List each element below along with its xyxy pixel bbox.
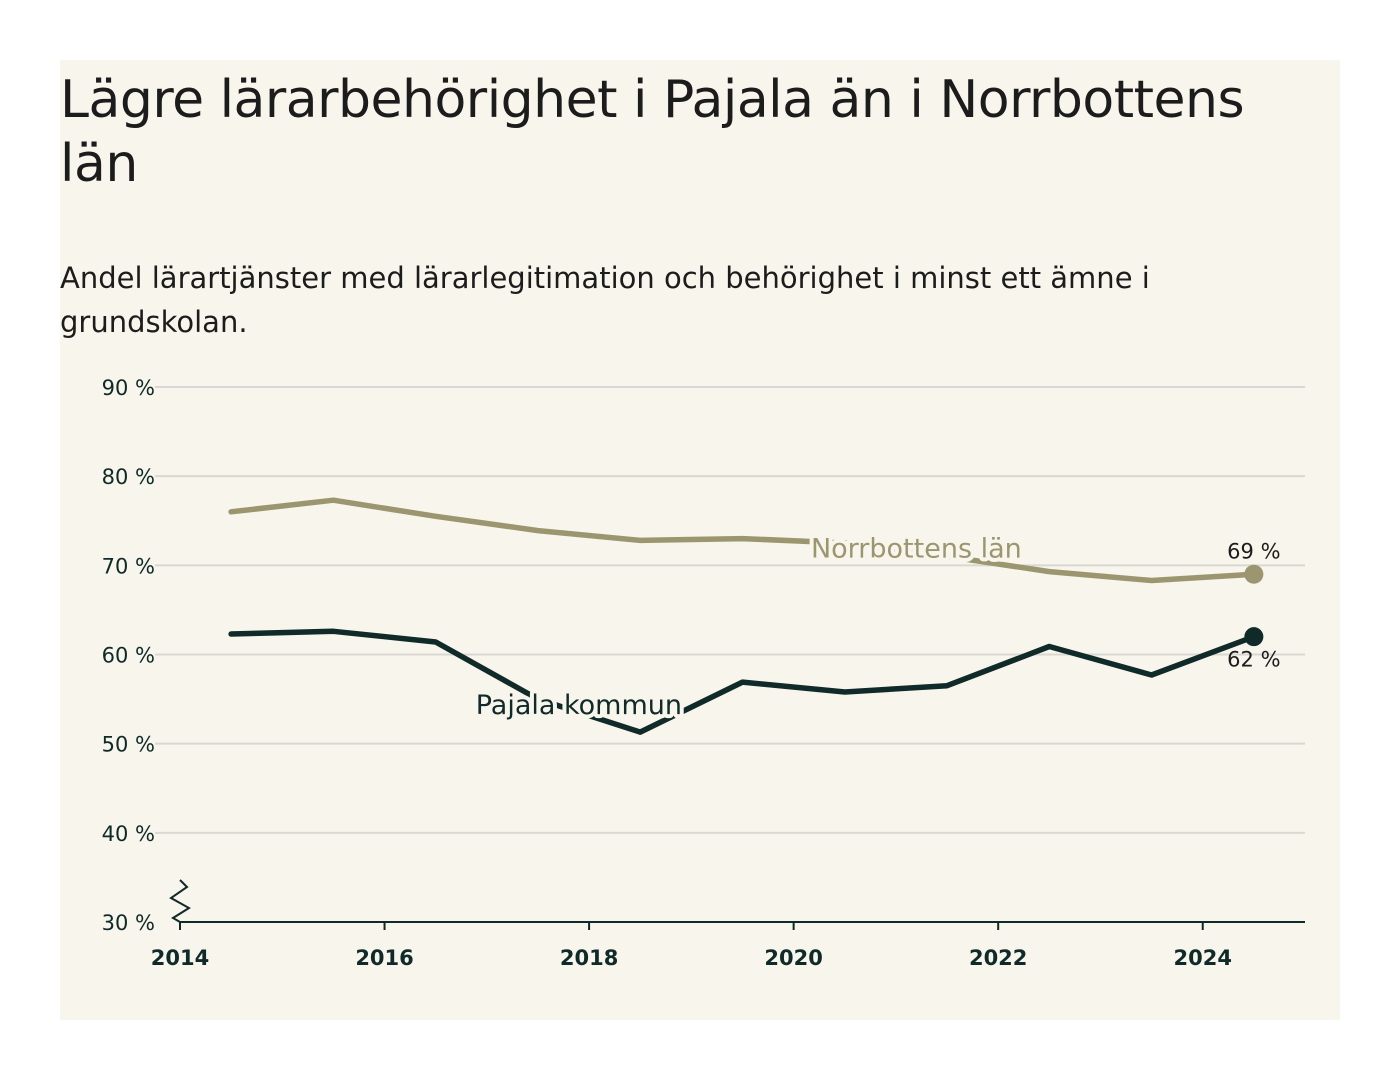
end-value-label-pajala: 62 % [1227,648,1280,672]
series-label-pajala: Pajala kommun [476,690,682,721]
y-tick-label: 80 % [102,465,155,489]
y-tick-label: 40 % [102,822,155,846]
x-tick-label: 2020 [764,946,822,970]
y-tick-label: 90 % [102,376,155,400]
line-chart: 30 % 40 % 50 % 60 % 70 % 80 % 90 % 2014 2016 2018… [102,376,1305,970]
x-tick-label: 2014 [151,946,209,970]
end-value-label-norrbotten: 69 % [1227,539,1280,563]
series-lines [228,497,1264,735]
grid-lines [155,386,1305,834]
series-endpoint-norrbotten [1244,564,1264,584]
axes: 30 % 40 % 50 % 60 % 70 % 80 % 90 % 2014 2016 2018… [102,376,1305,970]
series-label-norrbotten: Norrbottens län [811,533,1022,564]
chart-card: Lägre lärarbehörighet i Pajala än i Norr… [60,60,1340,1020]
y-tick-label: 50 % [102,733,155,757]
y-tick-label: 60 % [102,644,155,668]
y-tick-label: 30 % [102,911,155,935]
series-endpoint-pajala [1244,627,1264,647]
chart-subtitle: Andel lärartjänster med lärarlegitimatio… [60,261,1150,339]
x-tick-label: 2022 [969,946,1027,970]
series-line-norrbotten [228,497,1257,584]
x-tick-label: 2016 [355,946,413,970]
labels: Norrbottens län Pajala kommun 69 % 62 % [472,529,1281,725]
series-line-pajala [228,628,1257,735]
x-tick-label: 2024 [1174,946,1232,970]
y-tick-label: 70 % [102,554,155,578]
x-tick-label: 2018 [560,946,618,970]
axis-break-marker [169,879,191,923]
chart-title: Lägre lärarbehörighet i Pajala än i Norr… [60,70,1245,194]
